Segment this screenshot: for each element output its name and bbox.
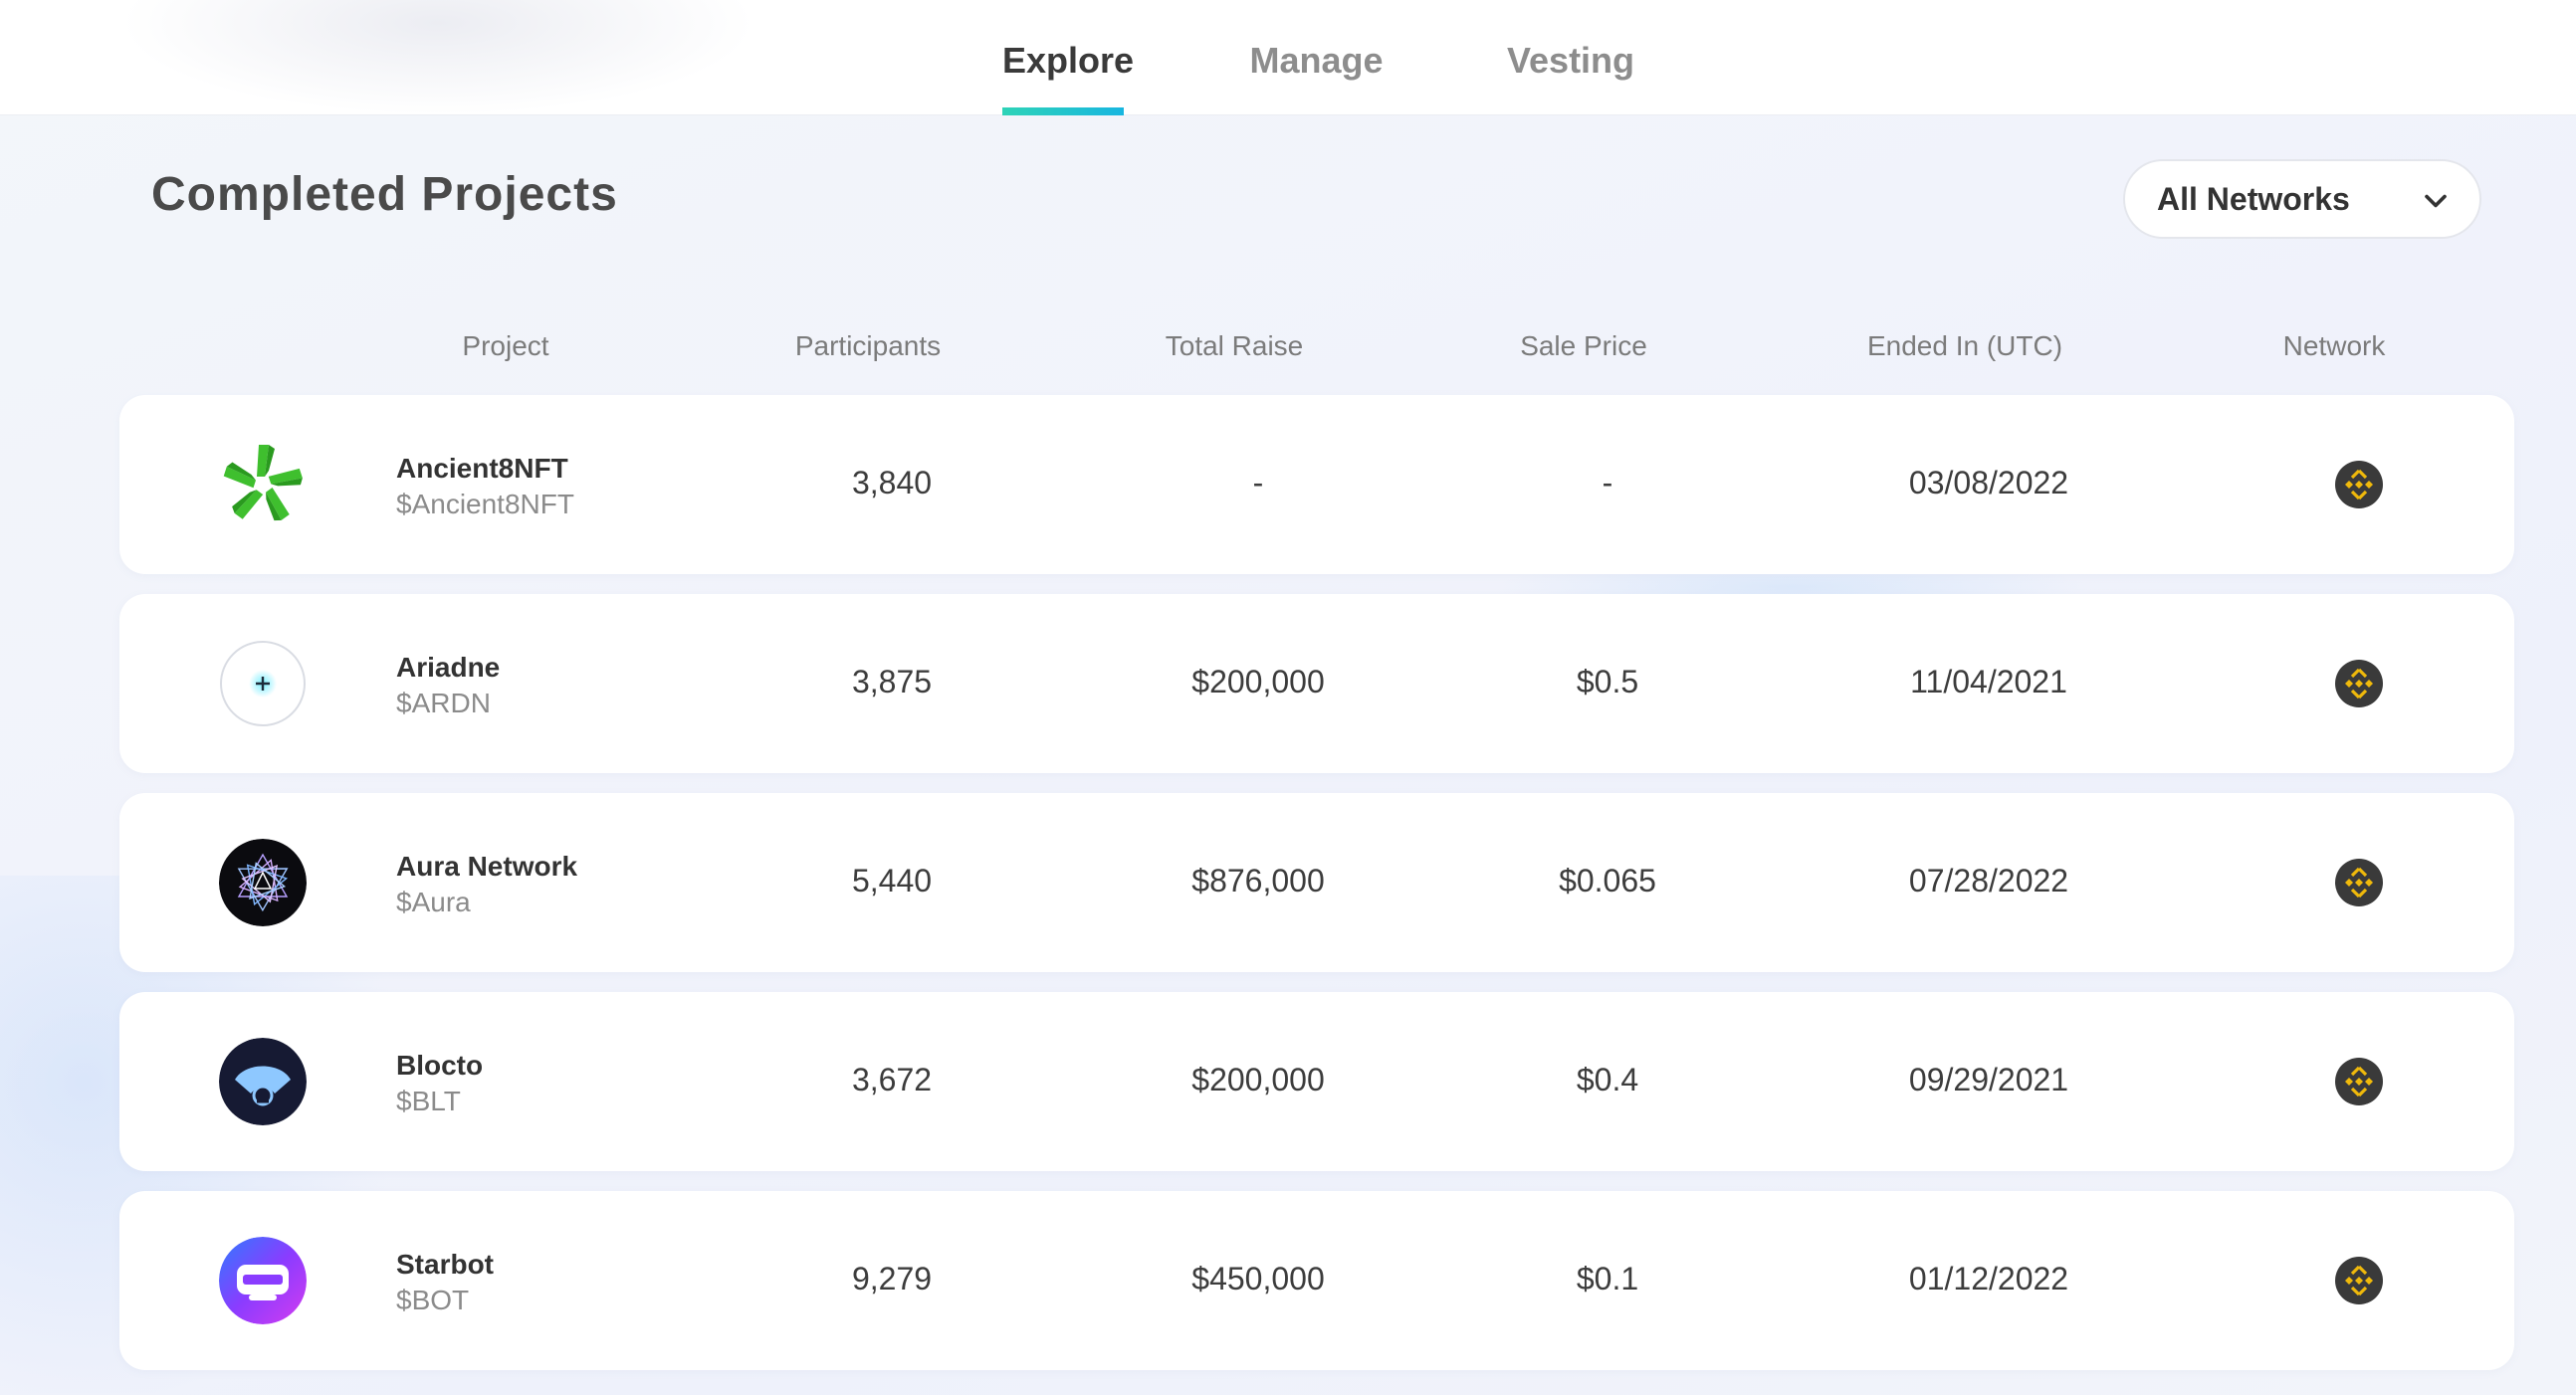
sale-price-value: $0.5	[1576, 664, 1639, 699]
column-header-participants: Participants	[794, 330, 942, 361]
column-header-network: Network	[2282, 330, 2386, 361]
table-row[interactable]: Ancient8NFT $Ancient8NFT 3,840 - - 03/08…	[119, 395, 2514, 574]
blocto-logo	[219, 1038, 307, 1125]
sale-price-value: -	[1602, 465, 1613, 500]
participants-value: 3,672	[851, 1062, 933, 1097]
total-raise-value: $200,000	[1191, 1062, 1325, 1097]
page-title: Completed Projects	[151, 168, 618, 221]
ended-date-value: 07/28/2022	[1908, 863, 2069, 898]
tab-vesting[interactable]: Vesting	[1507, 40, 1635, 81]
participants-value: 9,279	[851, 1261, 933, 1296]
project-token: $BOT	[396, 1285, 470, 1315]
total-raise-value: $876,000	[1191, 863, 1325, 898]
project-name: Blocto	[396, 1050, 484, 1081]
ended-date-value: 09/29/2021	[1908, 1062, 2069, 1097]
project-name: Aura Network	[396, 851, 578, 882]
network-filter-value: All Networks	[2157, 180, 2350, 217]
participants-value: 3,875	[851, 664, 933, 699]
tab-bar: Explore Manage Vesting	[0, 0, 2576, 115]
bnb-chain-icon	[2335, 1257, 2383, 1304]
sale-price-value: $0.065	[1559, 863, 1656, 898]
sale-price-value: $0.1	[1576, 1261, 1639, 1296]
project-name: Ancient8NFT	[396, 453, 568, 484]
tab-manage[interactable]: Manage	[1249, 40, 1384, 81]
table-row[interactable]: Ariadne $ARDN 3,875 $200,000 $0.5 11/04/…	[119, 594, 2514, 773]
column-header-sale-price: Sale Price	[1520, 330, 1647, 361]
total-raise-value: $450,000	[1191, 1261, 1325, 1296]
aura-logo	[219, 839, 307, 926]
bnb-chain-icon	[2335, 660, 2383, 707]
project-token: $Aura	[396, 887, 471, 917]
tab-explore[interactable]: Explore	[1002, 40, 1134, 115]
total-raise-value: -	[1252, 465, 1264, 500]
column-header-project: Project	[462, 330, 549, 361]
topbar-shade	[119, 0, 756, 115]
top-navigation-bar	[0, 0, 2576, 115]
ancient8-logo	[223, 445, 303, 521]
sale-price-value: $0.4	[1576, 1062, 1639, 1097]
table-row[interactable]: Starbot $BOT 9,279 $450,000 $0.1 01/12/2…	[119, 1191, 2514, 1370]
project-token: $Ancient8NFT	[396, 489, 574, 519]
participants-value: 3,840	[851, 465, 933, 500]
ended-date-value: 11/04/2021	[1910, 664, 2067, 699]
project-token: $ARDN	[396, 688, 491, 718]
total-raise-value: $200,000	[1191, 664, 1325, 699]
ariadne-logo	[220, 641, 306, 726]
column-header-total-raise: Total Raise	[1165, 330, 1304, 361]
chevron-down-icon	[2425, 194, 2447, 208]
table-row[interactable]: Blocto $BLT 3,672 $200,000 $0.4 09/29/20…	[119, 992, 2514, 1171]
network-filter-dropdown[interactable]: All Networks	[2123, 159, 2481, 239]
ended-date-value: 01/12/2022	[1908, 1261, 2069, 1296]
bnb-chain-icon	[2335, 859, 2383, 906]
table-header: Project Participants Total Raise Sale Pr…	[0, 330, 2576, 370]
column-header-ended: Ended In (UTC)	[1866, 330, 2063, 361]
table-row[interactable]: Aura Network $Aura 5,440 $876,000 $0.065…	[119, 793, 2514, 972]
starbot-logo	[219, 1237, 307, 1324]
project-token: $BLT	[396, 1086, 461, 1116]
bnb-chain-icon	[2335, 1058, 2383, 1105]
participants-value: 5,440	[851, 863, 933, 898]
ended-date-value: 03/08/2022	[1908, 465, 2069, 500]
project-name: Ariadne	[396, 652, 501, 683]
bnb-chain-icon	[2335, 461, 2383, 508]
project-name: Starbot	[396, 1249, 494, 1280]
